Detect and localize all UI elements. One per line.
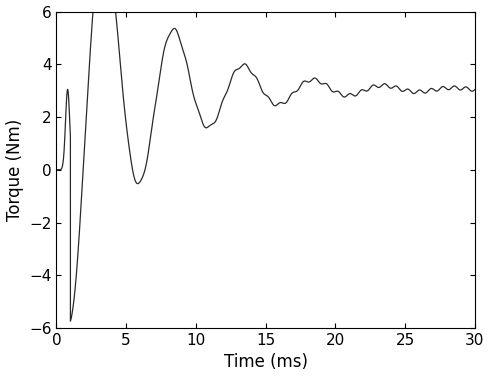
X-axis label: Time (ms): Time (ms) bbox=[223, 354, 308, 371]
Y-axis label: Torque (Nm): Torque (Nm) bbox=[5, 119, 24, 221]
